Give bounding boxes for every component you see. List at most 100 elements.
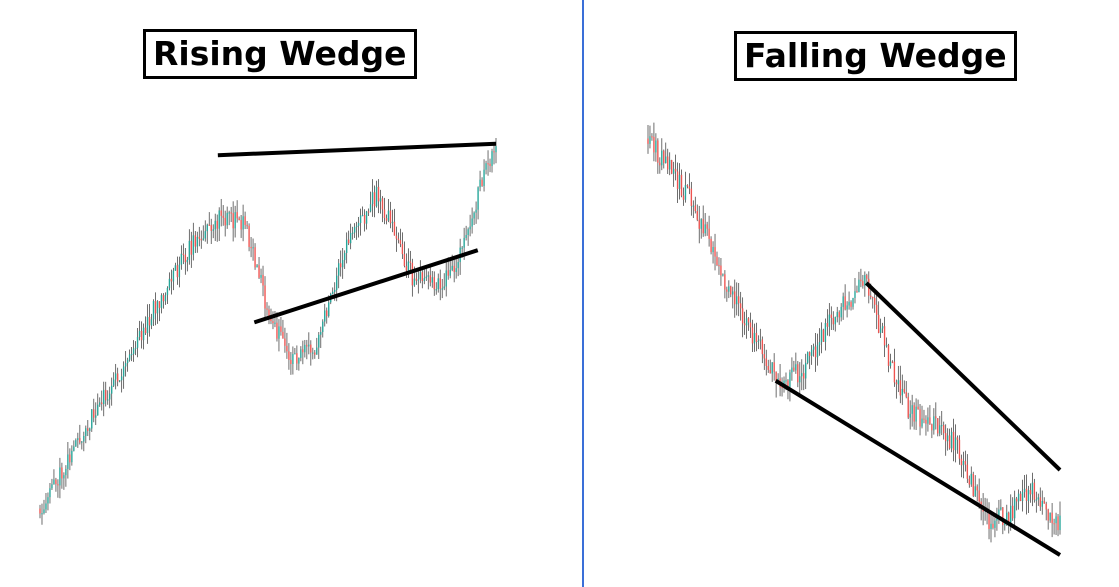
rising-candle-body xyxy=(308,344,310,347)
falling-candle-body xyxy=(763,354,765,359)
rising-candle-body xyxy=(75,440,77,447)
rising-candle-body xyxy=(256,265,258,268)
falling-candle-body xyxy=(803,373,805,379)
rising-candle-body xyxy=(336,275,338,290)
falling-candle-body xyxy=(785,380,787,382)
rising-candle-body xyxy=(439,278,441,289)
falling-candle-body xyxy=(653,136,655,153)
falling-candle-body xyxy=(895,382,898,385)
rising-candle-body xyxy=(202,238,204,241)
rising-candle-body xyxy=(148,317,151,326)
falling-candle-body xyxy=(1013,498,1016,519)
rising-candle-body xyxy=(230,212,232,214)
rising-candle-body xyxy=(170,278,173,282)
rising-candle-body xyxy=(61,467,63,479)
rising-candle-body xyxy=(437,278,439,290)
falling-candle-body xyxy=(1039,497,1041,507)
rising-candle-body xyxy=(433,277,435,290)
falling-candle-body xyxy=(866,275,868,279)
falling-candle-body xyxy=(946,435,949,442)
falling-candle-body xyxy=(659,162,661,166)
falling-candle-body xyxy=(692,205,695,207)
rising-candle-body xyxy=(228,212,230,214)
rising-candle-body xyxy=(419,272,422,280)
falling-candle-body xyxy=(874,298,876,305)
rising-candle-body xyxy=(328,302,330,317)
falling-candle-body xyxy=(1010,505,1012,523)
rising-candle-body xyxy=(206,224,208,232)
rising-candle-body xyxy=(222,215,224,218)
falling-candle-body xyxy=(919,409,921,427)
falling-candle-body xyxy=(944,433,947,442)
falling-candle-body xyxy=(1008,512,1010,523)
falling-candle-body xyxy=(1033,482,1036,500)
rising-upper-trendline xyxy=(217,141,497,158)
rising-candle-body xyxy=(182,253,185,255)
rising-candle-body xyxy=(136,336,139,348)
falling-candle-body xyxy=(708,228,710,239)
falling-candle-body xyxy=(649,136,651,144)
falling-candle-body xyxy=(655,140,657,153)
falling-candle-body xyxy=(1041,500,1043,507)
rising-candle-body xyxy=(194,235,197,247)
falling-candle-body xyxy=(909,413,911,418)
falling-candle-body xyxy=(952,431,955,451)
rising-wedge-title: Rising Wedge xyxy=(143,29,417,79)
falling-candle-body xyxy=(840,306,842,318)
falling-wedge-title: Falling Wedge xyxy=(734,31,1017,81)
rising-candle-body xyxy=(132,348,135,354)
rising-candle-body xyxy=(345,239,348,254)
rising-candle-body xyxy=(41,513,43,515)
rising-candle-body xyxy=(375,186,378,207)
falling-candle-body xyxy=(686,185,689,187)
rising-candle-body xyxy=(300,349,302,358)
rising-candle-body xyxy=(332,291,334,294)
falling-candle-body xyxy=(854,291,856,298)
rising-candle-body xyxy=(407,261,410,271)
rising-candle-body xyxy=(334,289,336,292)
rising-candle-body xyxy=(160,295,163,308)
rising-candle-body xyxy=(248,225,250,247)
rising-candle-body xyxy=(369,204,372,212)
falling-candle-body xyxy=(791,367,793,373)
falling-candle-body xyxy=(1012,505,1014,519)
falling-candle-body xyxy=(718,265,720,267)
falling-candle-body xyxy=(1035,499,1038,501)
falling-candle-body xyxy=(968,478,971,485)
rising-candle-body xyxy=(238,218,240,221)
rising-candle-body xyxy=(467,229,469,235)
falling-candle-body xyxy=(734,291,736,305)
rising-candle-body xyxy=(268,309,270,318)
rising-candle-body xyxy=(89,428,91,431)
falling-candle-body xyxy=(899,380,902,396)
falling-candle-body xyxy=(680,174,683,196)
falling-candle-body xyxy=(893,361,896,383)
falling-candle-body xyxy=(948,435,951,449)
rising-candle-body xyxy=(395,235,398,239)
falling-candle-body xyxy=(1002,507,1004,526)
rising-candle-body xyxy=(479,179,481,188)
falling-candle-body xyxy=(745,318,748,326)
rising-candle-body xyxy=(55,479,57,485)
falling-candle-body xyxy=(688,186,691,189)
rising-candle-body xyxy=(381,198,384,210)
rising-candle-body xyxy=(81,441,83,443)
falling-candle-body xyxy=(712,247,714,253)
rising-candle-body xyxy=(138,330,141,337)
rising-candle-body xyxy=(481,179,483,186)
rising-candle-body xyxy=(379,198,382,202)
falling-candle-body xyxy=(647,138,649,144)
falling-candle-body xyxy=(848,301,850,306)
rising-candle-body xyxy=(152,301,155,320)
falling-candle-body xyxy=(747,318,750,323)
rising-candle-body xyxy=(172,270,175,282)
falling-upper-trendline xyxy=(864,281,1062,472)
rising-candle-body xyxy=(83,436,85,442)
rising-candle-body xyxy=(85,428,87,437)
falling-candle-body xyxy=(1047,509,1049,521)
rising-candle-body xyxy=(128,354,131,360)
rising-candle-body xyxy=(274,322,276,324)
rising-candle-body xyxy=(357,223,360,226)
falling-candle-body xyxy=(891,361,894,363)
rising-candle-body xyxy=(216,220,218,229)
